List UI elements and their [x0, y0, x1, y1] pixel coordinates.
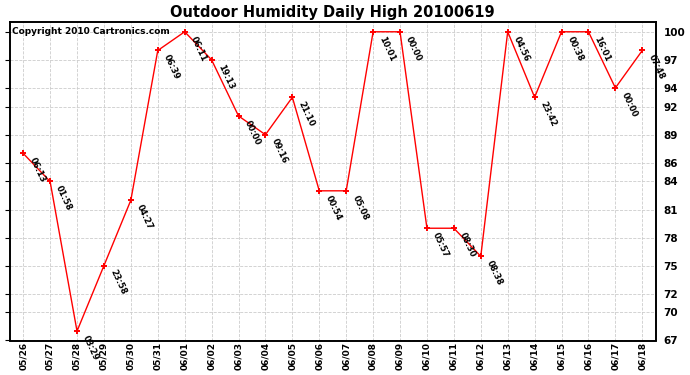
- Text: 00:00: 00:00: [620, 91, 639, 118]
- Text: 10:01: 10:01: [377, 34, 397, 63]
- Text: 00:00: 00:00: [243, 119, 262, 147]
- Text: 06:11: 06:11: [189, 34, 208, 63]
- Text: 04:56: 04:56: [512, 34, 531, 63]
- Title: Outdoor Humidity Daily High 20100619: Outdoor Humidity Daily High 20100619: [170, 5, 495, 20]
- Text: 01:58: 01:58: [55, 184, 74, 212]
- Text: 06:39: 06:39: [162, 53, 181, 81]
- Text: 06:13: 06:13: [28, 156, 47, 184]
- Text: 08:38: 08:38: [485, 259, 504, 287]
- Text: 00:38: 00:38: [566, 34, 585, 62]
- Text: 09:16: 09:16: [270, 138, 289, 165]
- Text: 16:01: 16:01: [593, 34, 612, 63]
- Text: 04:27: 04:27: [135, 203, 155, 231]
- Text: 19:13: 19:13: [216, 63, 235, 90]
- Text: 07:48: 07:48: [647, 53, 666, 81]
- Text: Copyright 2010 Cartronics.com: Copyright 2010 Cartronics.com: [12, 27, 170, 36]
- Text: 08:30: 08:30: [458, 231, 477, 259]
- Text: 00:54: 00:54: [324, 194, 343, 222]
- Text: 21:10: 21:10: [297, 100, 316, 128]
- Text: 00:00: 00:00: [404, 34, 424, 62]
- Text: 05:57: 05:57: [431, 231, 451, 259]
- Text: 03:29: 03:29: [81, 334, 101, 362]
- Text: 05:08: 05:08: [351, 194, 370, 221]
- Text: 23:58: 23:58: [108, 268, 128, 296]
- Text: 23:42: 23:42: [539, 100, 558, 128]
